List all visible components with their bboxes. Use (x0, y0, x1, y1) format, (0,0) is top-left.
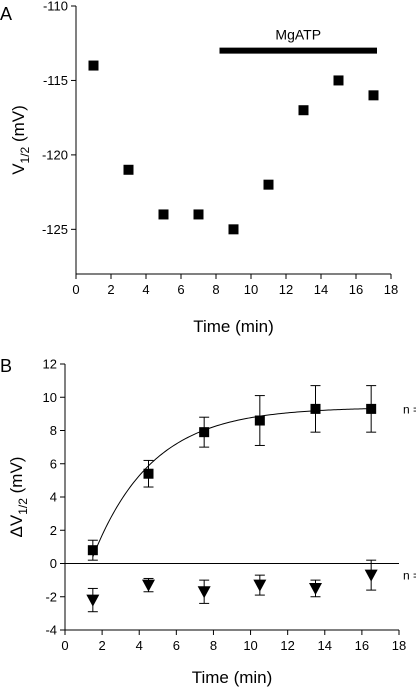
data-point (310, 403, 321, 414)
x-tick-label: 4 (142, 282, 149, 297)
y-tick-label: -110 (43, 0, 68, 14)
x-tick-label: 12 (280, 638, 294, 653)
data-point (368, 90, 379, 101)
data-point (86, 594, 100, 607)
x-tick-label: 10 (244, 282, 258, 297)
data-point (298, 105, 309, 116)
y-tick-label: -4 (45, 623, 57, 638)
x-axis-label: Time (min) (192, 668, 273, 687)
x-tick-label: 6 (173, 638, 180, 653)
panel-A: A 0 2 4 6 8 10 12 14 16 18 -110 -115 -120 -125 Time (mi… (0, 0, 398, 336)
data-point (199, 427, 210, 438)
panel-B: B 0 2 4 6 8 10 12 14 16 18 -4 -2 0 2 4 6 8 10 12 Time (min) Δ… (0, 356, 416, 687)
y-tick-label: 4 (50, 490, 57, 505)
y-tick-label: 8 (50, 423, 57, 438)
panel-label: B (0, 356, 12, 376)
data-point (366, 403, 377, 414)
y-tick-label: -115 (43, 73, 68, 88)
data-point (364, 569, 378, 582)
y-tick-label: 12 (43, 357, 57, 372)
data-point (143, 468, 154, 479)
data-point (197, 586, 211, 599)
x-axis-label: Time (min) (193, 317, 274, 336)
y-axis-label-main: ΔV (7, 514, 26, 537)
n-label: n = 4 (403, 569, 416, 583)
y-axis-label-main: V (9, 163, 28, 175)
x-tick-label: 8 (210, 638, 217, 653)
series-1: n = 4 (86, 559, 416, 613)
x-tick-label: 8 (212, 282, 219, 297)
x-tick-label: 2 (98, 638, 105, 653)
y-axis-label-unit: (mV) (9, 105, 28, 147)
x-tick-label: 14 (318, 638, 332, 653)
x-tick-label: 0 (72, 282, 79, 297)
y-tick-label: 2 (50, 523, 57, 538)
y-tick-label: -125 (42, 222, 68, 237)
data-point (263, 179, 274, 190)
x-tick-label: 16 (355, 638, 369, 653)
x-tick-label: 16 (349, 282, 363, 297)
x-tick-label: 4 (136, 638, 143, 653)
y-axis-label-unit: (mV) (7, 457, 26, 499)
y-tick-label: -120 (42, 147, 68, 162)
y-tick-label: 10 (43, 390, 57, 405)
x-tick-label: 12 (279, 282, 293, 297)
x-tick-label: 2 (107, 282, 114, 297)
n-label: n = 4 (403, 402, 416, 416)
data-point (253, 579, 267, 592)
x-tick-label: 14 (314, 282, 328, 297)
y-axis-label: V1/2 (mV) (9, 105, 32, 175)
data-point (142, 579, 155, 592)
data-point (228, 224, 239, 235)
data-point (87, 545, 98, 556)
data-point (193, 209, 204, 220)
y-axis-label: ΔV1/2 (mV) (7, 457, 30, 538)
data-point (309, 582, 322, 595)
series-0 (88, 60, 379, 235)
data-point (158, 209, 169, 220)
x-tick-label: 0 (61, 638, 68, 653)
x-tick-label: 10 (243, 638, 257, 653)
y-axis-label-sub: 1/2 (18, 146, 32, 163)
y-axis-label-sub: 1/2 (16, 498, 30, 515)
data-point (88, 60, 99, 71)
fit-curve (92, 408, 372, 558)
y-tick-label: -2 (45, 589, 57, 604)
data-point (254, 415, 265, 426)
y-tick-label: 0 (50, 556, 57, 571)
data-point (333, 75, 344, 86)
x-tick-label: 18 (384, 282, 398, 297)
data-point (123, 164, 134, 175)
x-tick-label: 18 (392, 638, 406, 653)
y-tick-label: 6 (50, 456, 57, 471)
panel-label: A (0, 4, 12, 24)
series-0: n = 4 (87, 385, 416, 561)
x-tick-label: 6 (177, 282, 184, 297)
annotation-label: MgATP (275, 27, 321, 43)
